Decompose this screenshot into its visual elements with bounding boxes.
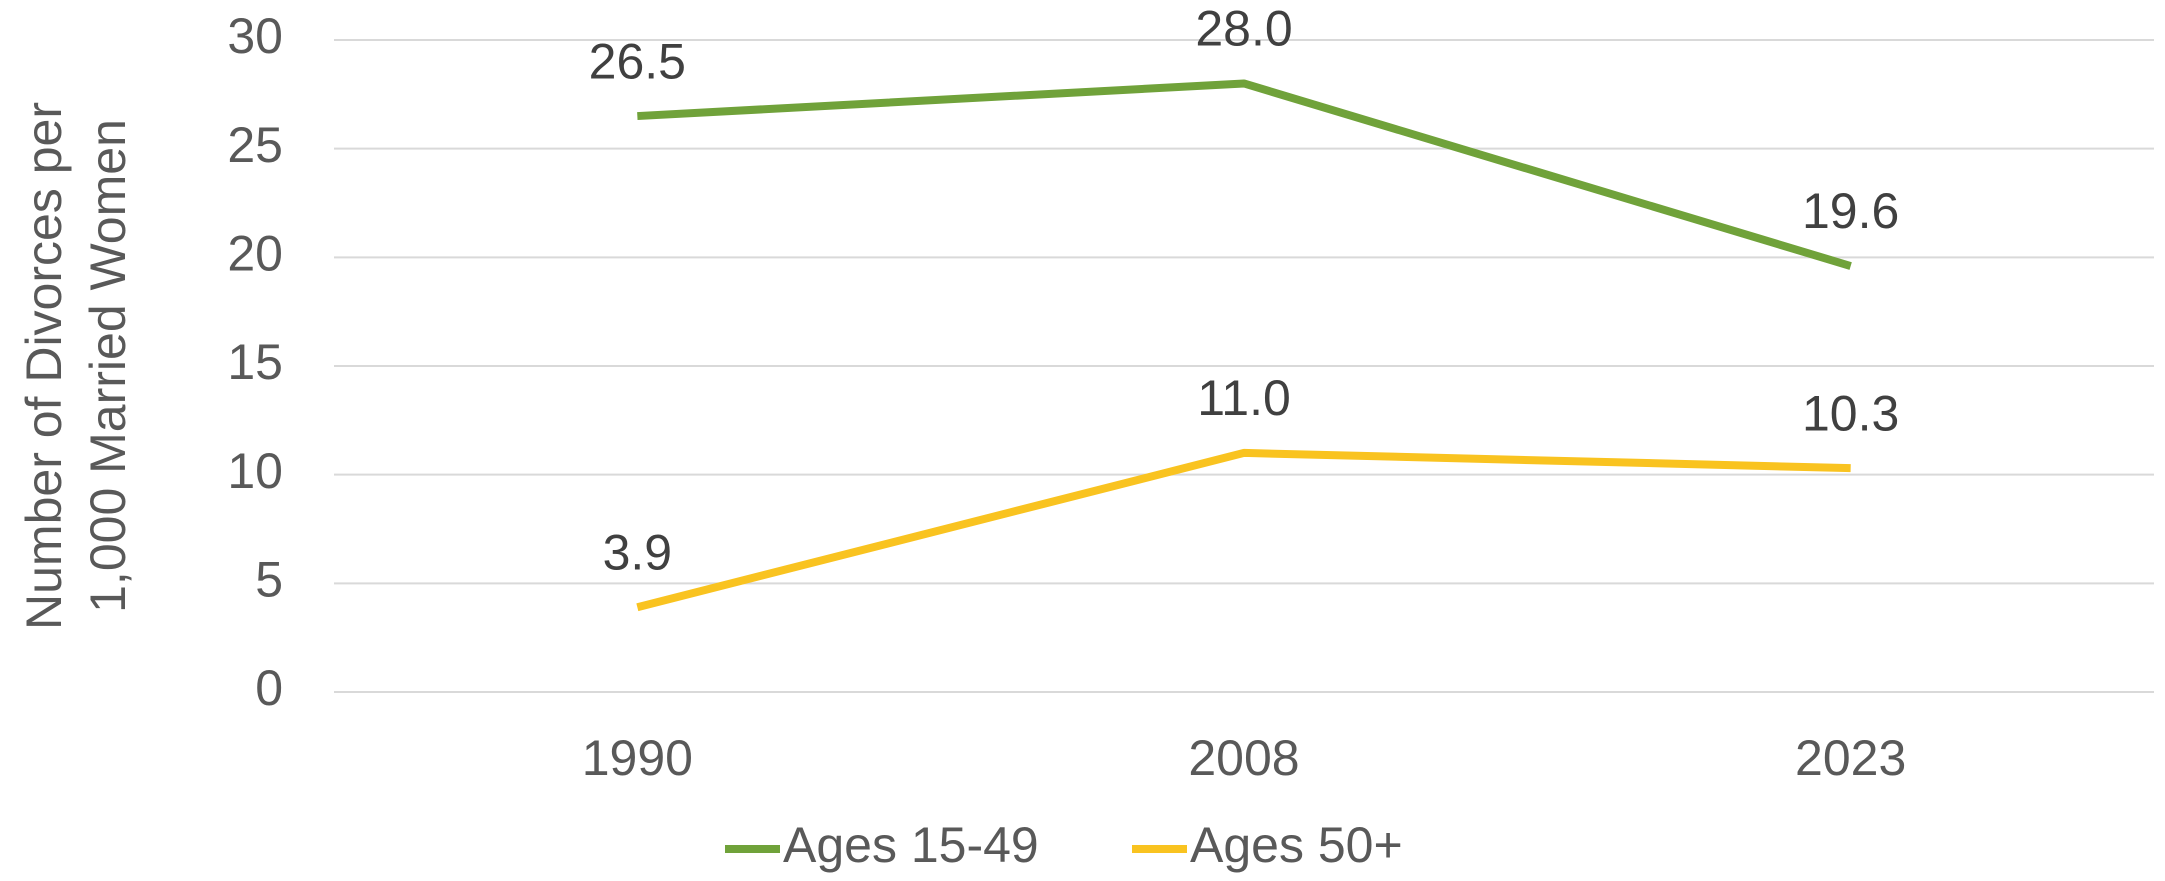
y-tick-label: 15 (227, 334, 283, 390)
legend-label: Ages 15-49 (783, 817, 1039, 873)
x-tick-label: 1990 (582, 730, 693, 786)
data-label: 28.0 (1195, 1, 1292, 57)
y-tick-label: 20 (227, 226, 283, 282)
y-tick-label: 0 (255, 660, 283, 716)
y-axis-label: Number of Divorces per (16, 102, 72, 630)
data-label: 10.3 (1802, 385, 1899, 441)
y-axis-label: 1,000 Married Women (80, 119, 136, 613)
legend-label: Ages 50+ (1190, 817, 1403, 873)
data-label: 3.9 (603, 524, 673, 580)
data-label: 19.6 (1802, 183, 1899, 239)
x-tick-label: 2008 (1188, 730, 1299, 786)
series-line (637, 79, 1852, 270)
data-label: 11.0 (1197, 370, 1291, 426)
y-tick-label: 10 (227, 443, 283, 499)
y-tick-label: 5 (255, 552, 283, 608)
y-tick-label: 30 (227, 8, 283, 64)
y-tick-label: 25 (227, 117, 283, 173)
data-label: 26.5 (589, 33, 686, 89)
series-line (636, 448, 1851, 612)
x-tick-label: 2023 (1795, 730, 1906, 786)
